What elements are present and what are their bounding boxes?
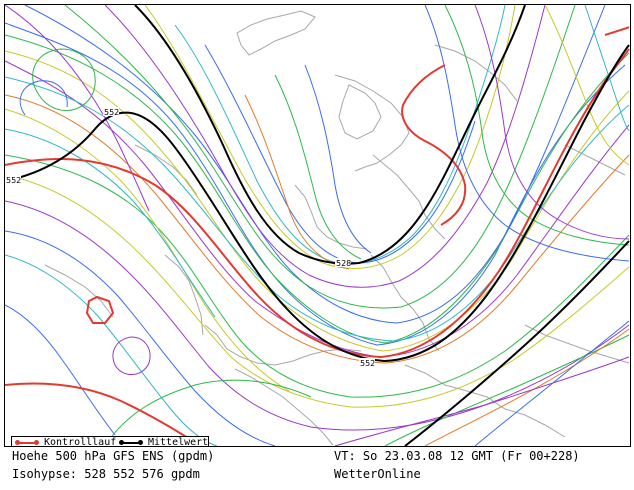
- footer: Hoehe 500 hPa GFS ENS (gpdm) Isohypse: 5…: [0, 447, 634, 490]
- ensemble-members: [5, 5, 630, 446]
- contour-label: 552: [104, 108, 119, 117]
- coastlines: [44, 10, 630, 446]
- contour-label: 528: [336, 259, 351, 268]
- contour-label: 552: [360, 359, 375, 368]
- legend-label-mean: Mittelwert: [148, 437, 209, 447]
- chart-title: Hoehe 500 hPa GFS ENS (gpdm): [12, 449, 215, 463]
- legend-label-control-run: Kontrolllauf: [44, 437, 117, 447]
- map-canvas: 552 552 528 552: [5, 5, 630, 446]
- isohypse-info: Isohypse: 528 552 576 gpdm: [12, 467, 200, 481]
- valid-time: VT: So 23.03.08 12 GMT (Fr 00+228): [334, 449, 580, 463]
- control-run-contours: [5, 26, 630, 446]
- mean-swatch: [119, 440, 143, 445]
- control-run-swatch: [15, 440, 39, 445]
- ensemble-map: 552 552 528 552 Kontrolllauf Mittelwert: [4, 4, 631, 447]
- source-label: WetterOnline: [334, 467, 421, 481]
- legend: Kontrolllauf Mittelwert: [11, 436, 209, 447]
- mean-contours: [5, 5, 630, 446]
- contour-labels: 552 552 528 552: [5, 107, 375, 368]
- contour-label: 552: [6, 176, 21, 185]
